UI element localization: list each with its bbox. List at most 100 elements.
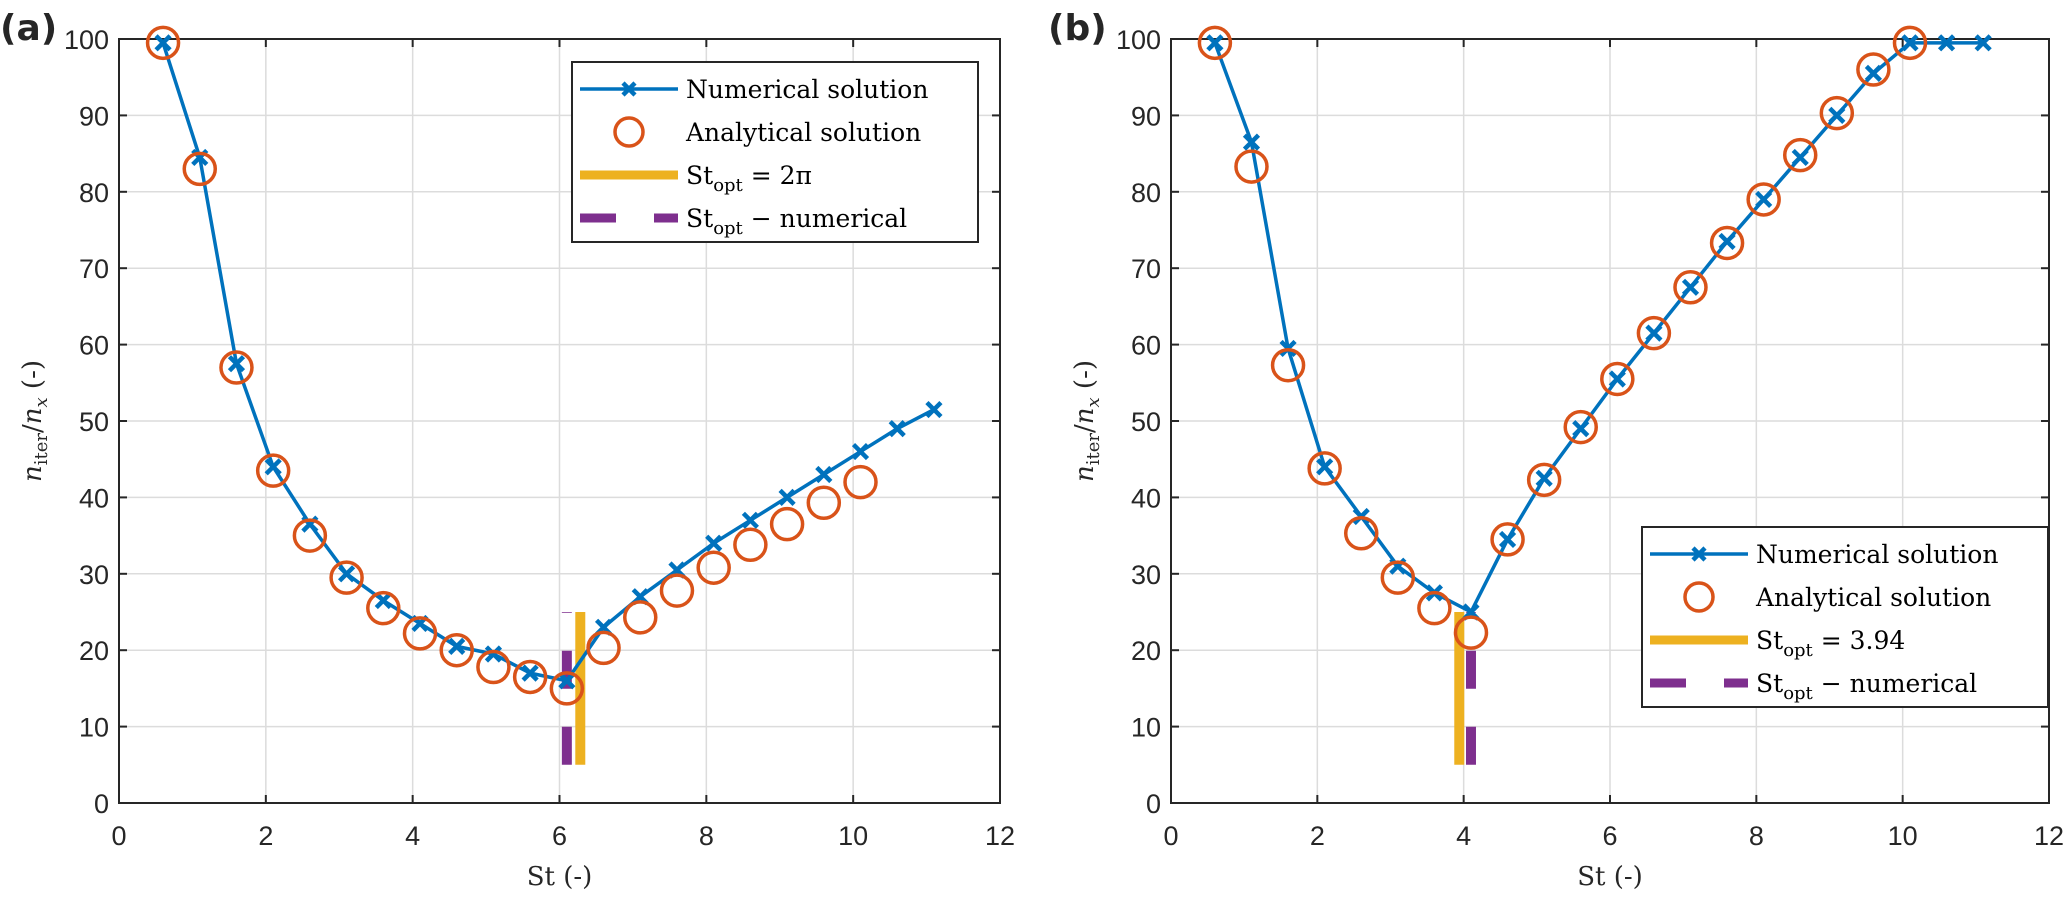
x-tick-label: 2 bbox=[1310, 821, 1325, 851]
y-tick-label: 30 bbox=[79, 560, 109, 590]
x-marker-stroke bbox=[1755, 190, 1773, 209]
analytical-point-marker bbox=[366, 590, 401, 626]
analytical-point-marker bbox=[1307, 451, 1342, 486]
analytical-point-marker bbox=[1526, 462, 1562, 498]
y-tick-label: 60 bbox=[1131, 331, 1161, 361]
x-marker-stroke bbox=[925, 400, 943, 419]
analytical-point-marker bbox=[769, 506, 805, 542]
numerical-point-marker bbox=[484, 645, 503, 663]
x-tick-label: 4 bbox=[1456, 821, 1471, 851]
y-tick-label: 50 bbox=[79, 407, 109, 437]
legend-entry: Stopt = 3.94 bbox=[1650, 626, 1905, 661]
analytical-point-marker bbox=[145, 25, 181, 61]
legend-entry: Stopt = 2π bbox=[580, 161, 812, 196]
numerical-point-marker bbox=[1645, 324, 1663, 342]
analytical-point-marker bbox=[696, 550, 731, 585]
numerical-point-marker bbox=[558, 672, 576, 690]
x-tick-label: 8 bbox=[699, 821, 714, 851]
y-tick-label: 80 bbox=[79, 178, 109, 208]
analytical-point-marker bbox=[329, 560, 364, 595]
x-marker-stroke bbox=[1937, 34, 1956, 52]
analytical-point-marker bbox=[1600, 361, 1635, 397]
legend-circle-icon bbox=[1683, 581, 1715, 613]
analytical-point-marker bbox=[1856, 52, 1891, 87]
legend-label: Stopt = 3.94 bbox=[1756, 626, 1905, 661]
analytical-point-marker bbox=[292, 518, 328, 553]
y-tick-label: 100 bbox=[1116, 25, 1161, 55]
y-tick-label: 20 bbox=[1131, 636, 1161, 666]
x-tick-label: 10 bbox=[838, 821, 868, 851]
x-tick-label: 6 bbox=[552, 821, 567, 851]
x-marker-stroke bbox=[484, 645, 503, 663]
analytical-point-marker bbox=[1563, 409, 1598, 445]
y-tick-label: 60 bbox=[79, 331, 109, 361]
y-tick-label: 10 bbox=[1131, 713, 1161, 743]
analytical-point-marker bbox=[1490, 522, 1525, 557]
x-marker-stroke bbox=[1718, 232, 1736, 251]
y-axis-label: niter/nx (-) bbox=[1070, 360, 1104, 482]
numerical-point-marker bbox=[815, 465, 833, 484]
numerical-point-marker bbox=[1608, 370, 1626, 388]
analytical-point-marker bbox=[1636, 315, 1672, 351]
y-tick-label: 40 bbox=[1131, 483, 1161, 513]
y-tick-label: 30 bbox=[1131, 560, 1161, 590]
numerical-point-marker bbox=[741, 511, 759, 529]
x-marker-stroke bbox=[338, 565, 356, 583]
numerical-point-marker bbox=[1206, 34, 1224, 52]
y-tick-label: 100 bbox=[64, 25, 109, 55]
analytical-point-marker bbox=[1343, 516, 1379, 551]
x-marker-stroke bbox=[1974, 34, 1992, 52]
numerical-point-marker bbox=[888, 420, 906, 438]
x-marker-stroke bbox=[741, 511, 759, 529]
numerical-point-marker bbox=[778, 488, 796, 506]
x-marker-stroke bbox=[851, 442, 870, 461]
chart-panel-a: 0 2 4 6 8 10 12 0 10 20 30 40 50 60 70 80 90 100 St (-) nit… bbox=[0, 8, 1015, 892]
legend-label: Stopt − numerical bbox=[1756, 669, 1977, 704]
analytical-point-marker bbox=[806, 485, 842, 520]
x-marker-stroke bbox=[1535, 469, 1553, 487]
analytical-point-marker bbox=[182, 151, 218, 187]
y-tick-label: 0 bbox=[94, 789, 109, 819]
y-tick-label: 90 bbox=[79, 101, 109, 131]
numerical-point-marker bbox=[521, 664, 539, 682]
analytical-point-marker bbox=[659, 573, 695, 608]
numerical-point-marker bbox=[1974, 34, 1992, 52]
analytical-point-marker bbox=[1234, 149, 1269, 184]
x-tick-label: 6 bbox=[1602, 821, 1617, 851]
legend-label: Analytical solution bbox=[1755, 583, 1991, 612]
x-marker-stroke bbox=[1572, 420, 1590, 438]
x-marker-stroke bbox=[154, 34, 172, 52]
y-tick-label: 40 bbox=[79, 483, 109, 513]
analytical-point-marker bbox=[1709, 225, 1745, 261]
analytical-point-marker bbox=[1270, 347, 1306, 383]
numerical-point-marker bbox=[1681, 278, 1700, 296]
numerical-point-marker bbox=[1316, 458, 1334, 476]
x-tick-label: 12 bbox=[2034, 821, 2064, 851]
analytical-point-marker bbox=[439, 632, 474, 668]
legend-label: Numerical solution bbox=[686, 75, 928, 104]
legend-entry: Analytical solution bbox=[1683, 581, 1991, 613]
x-marker-stroke bbox=[1828, 106, 1846, 124]
analytical-point-marker bbox=[1453, 615, 1489, 650]
chart-panel-b: 0 2 4 6 8 10 12 0 10 20 30 40 50 60 70 80 90 100 St (-) nit… bbox=[1048, 8, 2064, 892]
y-tick-label: 90 bbox=[1131, 101, 1161, 131]
analytical-point-marker bbox=[1892, 25, 1928, 61]
legend-box bbox=[1641, 526, 2049, 708]
x-marker-stroke bbox=[705, 534, 723, 552]
x-marker-stroke bbox=[1681, 278, 1700, 296]
numerical-point-marker bbox=[1937, 34, 1956, 52]
legend-label: Stopt = 2π bbox=[686, 161, 812, 196]
x-marker-stroke bbox=[558, 672, 576, 690]
legend-entry: Numerical solution bbox=[580, 75, 928, 104]
analytical-point-marker bbox=[1380, 560, 1416, 595]
x-marker-stroke bbox=[1645, 324, 1663, 342]
x-marker-stroke bbox=[1242, 133, 1261, 151]
numerical-solution-line bbox=[1213, 41, 1984, 614]
legend: Numerical solution Analytical solution Sto… bbox=[571, 61, 979, 243]
analytical-point-marker bbox=[512, 659, 548, 695]
analytical-point-marker bbox=[1746, 182, 1781, 217]
x-marker-stroke bbox=[227, 355, 246, 373]
x-axis-label: St (-) bbox=[1577, 862, 1643, 892]
legend-label: Stopt − numerical bbox=[686, 204, 907, 239]
y-axis-label: niter/nx (-) bbox=[18, 360, 52, 482]
